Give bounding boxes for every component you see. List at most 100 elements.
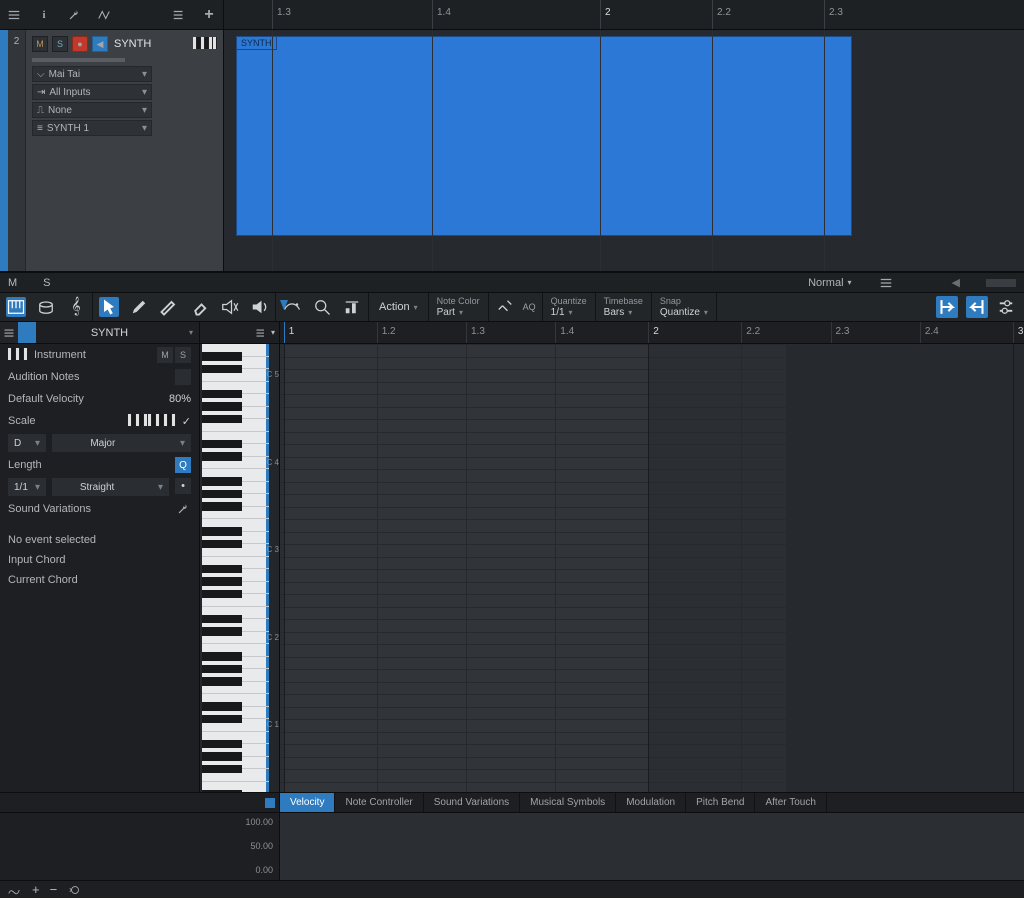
erase-tool-icon[interactable]	[189, 297, 209, 317]
cc-lane-area[interactable]	[280, 813, 1024, 880]
keyboard-icon	[8, 348, 28, 363]
length-value-dropdown[interactable]: 1/1▾	[8, 478, 46, 496]
part-title[interactable]: SYNTH	[36, 327, 183, 339]
audition-label: Audition Notes	[8, 371, 175, 383]
listen-tool-icon[interactable]	[249, 297, 269, 317]
snap-start-icon[interactable]	[936, 296, 958, 318]
hscroll-left-icon[interactable]: ◀	[952, 276, 960, 289]
cc-tab-note-controller[interactable]: Note Controller	[335, 793, 423, 812]
cc-lane-tabs: VelocityNote ControllerSound VariationsM…	[0, 792, 1024, 812]
inspector-mute[interactable]: M	[157, 347, 173, 363]
scale-keys-icon[interactable]	[128, 414, 176, 429]
cc-scale-column: 100.0050.000.00	[0, 813, 280, 880]
arrange-status-bar: M S Normal▾ ◀	[0, 272, 1024, 292]
snap-end-icon[interactable]	[966, 296, 988, 318]
part-dropdown-caret[interactable]: ▾	[183, 328, 199, 337]
cc-tab-pitch-bend[interactable]: Pitch Bend	[686, 793, 755, 812]
step-record-icon[interactable]	[342, 297, 362, 317]
zoom-icon[interactable]	[312, 297, 332, 317]
length-label: Length	[8, 459, 175, 471]
record-arm-button[interactable]: ●	[72, 36, 88, 52]
no-event-label: No event selected	[8, 534, 191, 546]
link-icon[interactable]	[495, 297, 515, 317]
input-chord-label: Input Chord	[8, 554, 191, 566]
inspector-solo[interactable]: S	[175, 347, 191, 363]
length-dotted-button[interactable]: •	[175, 478, 191, 494]
inspector-panel: Instrument M S Audition Notes Default Ve…	[0, 344, 200, 792]
velocity-value[interactable]: 80%	[169, 393, 191, 405]
cc-curve-icon[interactable]	[6, 882, 22, 898]
editor-ruler[interactable]: 11.21.31.422.22.32.43	[280, 322, 1024, 343]
piano-view-icon[interactable]	[6, 297, 26, 317]
list-toggle-icon[interactable]	[878, 275, 894, 291]
quantize-param[interactable]: Quantize 1/1▾	[543, 293, 596, 321]
cc-reset-icon[interactable]	[67, 882, 83, 898]
cc-tab-sound-variations[interactable]: Sound Variations	[424, 793, 520, 812]
piano-keyboard[interactable]: C 5C 4C 3C 2C 1	[200, 344, 280, 792]
info-icon[interactable]: i	[36, 7, 52, 23]
scale-enable-check[interactable]: ✓	[182, 415, 191, 428]
automation-icon[interactable]	[96, 7, 112, 23]
playhead[interactable]	[284, 322, 285, 343]
draw-tool-icon[interactable]	[129, 297, 149, 317]
track-options-icon[interactable]	[171, 7, 187, 23]
track-accent	[0, 30, 8, 271]
paint-tool-icon[interactable]	[159, 297, 179, 317]
channel-slot[interactable]: ≡SYNTH 1▾	[32, 120, 152, 136]
audition-toggle[interactable]	[175, 369, 191, 385]
monitor-button[interactable]: ◀	[92, 36, 108, 52]
arrange-lane[interactable]: SYNTH	[224, 30, 1024, 271]
keyboard-icon[interactable]	[193, 37, 217, 52]
cc-tab-velocity[interactable]: Velocity	[280, 793, 335, 812]
settings-toggle-icon[interactable]	[996, 297, 1016, 317]
input-slot[interactable]: ⇥All Inputs▾	[32, 84, 152, 100]
wrench-icon[interactable]	[66, 7, 82, 23]
automation-mode-dropdown[interactable]: Normal▾	[808, 277, 851, 289]
hscroll-thumb[interactable]	[986, 279, 1016, 287]
cc-tab-musical-symbols[interactable]: Musical Symbols	[520, 793, 616, 812]
scale-root-dropdown[interactable]: D▾	[8, 434, 46, 452]
mute-button[interactable]: M	[32, 36, 48, 52]
cc-tab-after-touch[interactable]: After Touch	[755, 793, 826, 812]
arrange-ruler[interactable]: 1.31.422.22.3	[224, 0, 1024, 29]
cc-lane-color[interactable]	[265, 798, 275, 808]
track-name[interactable]: SYNTH	[114, 38, 189, 50]
arrange-body: 2 M S ● ◀ SYNTH ⌵Mai Tai▾ ⇥All Inputs▾ ⎍…	[0, 30, 1024, 272]
snap-param[interactable]: Snap Quantize▾	[652, 293, 717, 321]
drum-view-icon[interactable]	[36, 297, 56, 317]
instrument-slot[interactable]: ⌵Mai Tai▾	[32, 66, 152, 82]
note-grid[interactable]	[280, 344, 1024, 792]
inspector-menu-icon[interactable]	[0, 322, 18, 343]
ruler-options[interactable]: ▾	[200, 322, 280, 343]
cc-tab-modulation[interactable]: Modulation	[616, 793, 686, 812]
scale-type-dropdown[interactable]: Major▾	[52, 434, 191, 452]
timebase-param[interactable]: Timebase Bars▾	[596, 293, 652, 321]
score-view-icon[interactable]: 𝄞	[66, 297, 86, 317]
track-list-menu-icon[interactable]	[6, 7, 22, 23]
length-quantize-button[interactable]: Q	[175, 457, 191, 473]
velocity-label: Default Velocity	[8, 393, 169, 405]
mute-tool-icon[interactable]	[219, 297, 239, 317]
instrument-label: Instrument	[34, 349, 157, 361]
global-mute[interactable]: M	[8, 277, 17, 289]
output-slot[interactable]: ⎍None▾	[32, 102, 152, 118]
cc-remove-lane-icon[interactable]: −	[50, 882, 58, 897]
length-feel-dropdown[interactable]: Straight▾	[52, 478, 169, 496]
auto-quantize-label[interactable]: AQ	[523, 302, 536, 312]
solo-button[interactable]: S	[52, 36, 68, 52]
wrench-icon[interactable]	[175, 501, 191, 517]
part-color-swatch[interactable]	[18, 322, 36, 343]
arrange-topbar: i + 1.31.422.22.3	[0, 0, 1024, 30]
cc-add-lane-icon[interactable]: +	[32, 882, 40, 897]
cc-footer: + −	[0, 880, 1024, 898]
note-color-param[interactable]: Note Color Part▾	[429, 293, 489, 321]
arrow-tool-icon[interactable]	[99, 297, 119, 317]
global-solo[interactable]: S	[43, 277, 50, 289]
action-menu[interactable]: Action▾	[369, 293, 429, 321]
midi-clip[interactable]: SYNTH	[236, 36, 852, 236]
editor-body: Instrument M S Audition Notes Default Ve…	[0, 344, 1024, 792]
variations-label: Sound Variations	[8, 503, 175, 515]
arrange-topbar-left: i +	[0, 0, 224, 29]
track-header[interactable]: 2 M S ● ◀ SYNTH ⌵Mai Tai▾ ⇥All Inputs▾ ⎍…	[0, 30, 224, 271]
add-track-icon[interactable]: +	[201, 7, 217, 23]
